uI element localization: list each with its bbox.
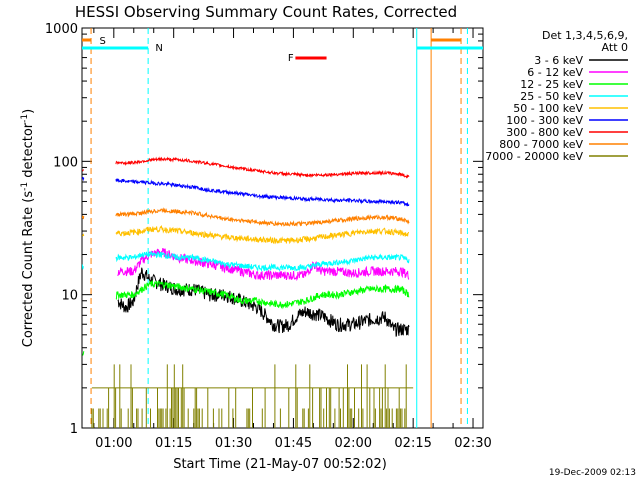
y-axis-label: Corrected Count Rate (s-1 detector-1)	[20, 109, 36, 347]
x-tick-label: 01:45	[275, 436, 312, 451]
legend-entry-label: 100 - 300 keV	[506, 114, 583, 127]
legend-header-line1: Det 1,3,4,5,6,9,	[542, 29, 628, 42]
markers: S N F	[82, 28, 483, 428]
night-label: N	[155, 43, 162, 54]
legend-entry-label: 6 - 12 keV	[527, 66, 583, 79]
legend-entry-label: 50 - 100 keV	[513, 102, 583, 115]
series-line-4	[81, 224, 410, 245]
y-tick-label: 100	[53, 155, 78, 170]
legend-entry-label: 12 - 25 keV	[520, 78, 583, 91]
saa-label: S	[99, 36, 105, 47]
x-tick-label: 02:15	[394, 436, 431, 451]
x-tick-label: 02:00	[335, 436, 372, 451]
series-line-2	[82, 280, 410, 356]
x-tick-label: 01:00	[95, 436, 132, 451]
footer-timestamp: 19-Dec-2009 02:13	[549, 468, 636, 478]
x-axis-label: Start Time (21-May-07 00:52:02)	[173, 457, 387, 472]
plot-frame	[81, 27, 484, 429]
legend-entry-label: 25 - 50 keV	[520, 90, 583, 103]
series-layer	[81, 156, 414, 428]
axes: 1 10 100 1000 01:00 01:15 01:30 01:45 02:00 02:15…	[45, 22, 492, 451]
legend-entry-label: 300 - 800 keV	[506, 126, 583, 139]
legend-header-line2: Att 0	[602, 41, 628, 54]
y-tick-label: 1000	[45, 22, 78, 37]
x-tick-label: 01:15	[155, 436, 192, 451]
series-spikes-8	[91, 364, 407, 428]
series-line-1	[117, 247, 410, 282]
legend-entry-label: 800 - 7000 keV	[499, 138, 583, 151]
series-line-0	[117, 267, 410, 337]
series-line-7	[81, 207, 410, 227]
legend-entry-label: 7000 - 20000 keV	[485, 150, 583, 163]
flare-label: F	[288, 53, 294, 64]
x-tick-label: 01:30	[215, 436, 252, 451]
chart-title: HESSI Observing Summary Count Rates, Cor…	[75, 3, 457, 21]
series-line-5	[81, 176, 410, 208]
series-line-6	[82, 156, 410, 179]
x-tick-label: 02:30	[454, 436, 491, 451]
series-line-3	[81, 250, 410, 272]
y-tick-label: 10	[61, 289, 78, 304]
y-tick-label: 1	[70, 422, 78, 437]
legend-entry-label: 3 - 6 keV	[534, 54, 583, 67]
